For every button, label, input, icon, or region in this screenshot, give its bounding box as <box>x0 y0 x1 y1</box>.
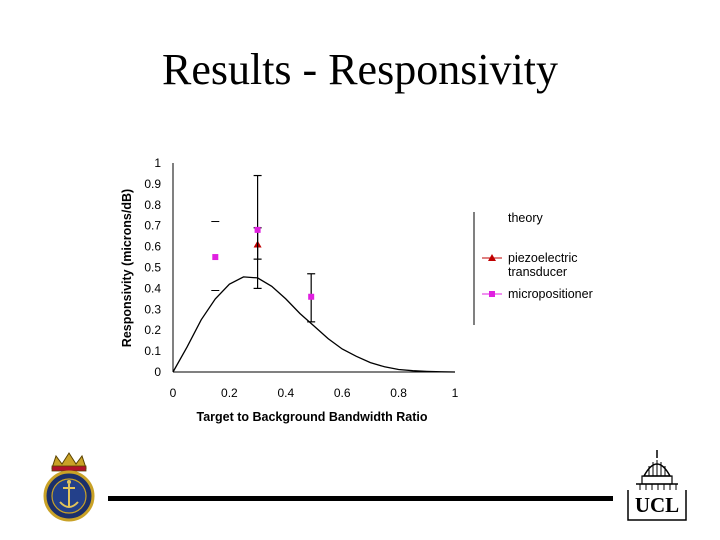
data-point-square <box>254 226 261 233</box>
footer-rule <box>108 496 613 501</box>
legend-label: micropositioner <box>508 287 593 301</box>
y-tick-label: 0.2 <box>144 323 161 337</box>
y-tick-label: 0.9 <box>144 177 161 191</box>
legend-marker-triangle <box>488 254 496 261</box>
plot-area: 0 0.1 0.2 0.3 0.4 0.5 0.6 0.7 0.8 0.9 1 0 0.2 0.4 0.6 0… <box>144 156 458 400</box>
x-tick-label: 1 <box>452 386 459 400</box>
legend-label: theory <box>508 211 543 225</box>
legend-marker-square <box>489 291 495 297</box>
x-tick-label: 0 <box>170 386 177 400</box>
legend-label: piezoelectric <box>508 251 577 265</box>
y-tick-label: 0.8 <box>144 198 161 212</box>
royal-navy-crest-logo <box>34 450 104 527</box>
y-tick-label: 0.7 <box>144 219 161 233</box>
slide-title: Results - Responsivity <box>161 45 559 94</box>
y-tick-label: 0.3 <box>144 302 161 316</box>
x-tick-label: 0.2 <box>221 386 238 400</box>
x-tick-label: 0.6 <box>334 386 351 400</box>
y-tick-label: 0 <box>154 365 161 379</box>
legend-label: transducer <box>508 265 567 279</box>
y-tick-label: 0.5 <box>144 261 161 275</box>
data-point-square <box>212 254 219 261</box>
ucl-logo-text: UCL <box>635 493 679 517</box>
theory-curve <box>172 276 456 373</box>
ucl-logo: UCL <box>622 446 692 527</box>
x-axis-title: Target to Background Bandwidth Ratio <box>196 410 427 424</box>
x-tick-label: 0.8 <box>390 386 407 400</box>
y-axis-title: Responsivity (microns/dB) <box>120 189 134 347</box>
y-tick-label: 0.1 <box>144 344 161 358</box>
y-tick-label: 0.6 <box>144 240 161 254</box>
y-tick-label: 1 <box>154 156 161 170</box>
y-tick-label: 0.4 <box>144 281 161 295</box>
data-point-square <box>308 293 315 300</box>
x-tick-label: 0.4 <box>277 386 294 400</box>
